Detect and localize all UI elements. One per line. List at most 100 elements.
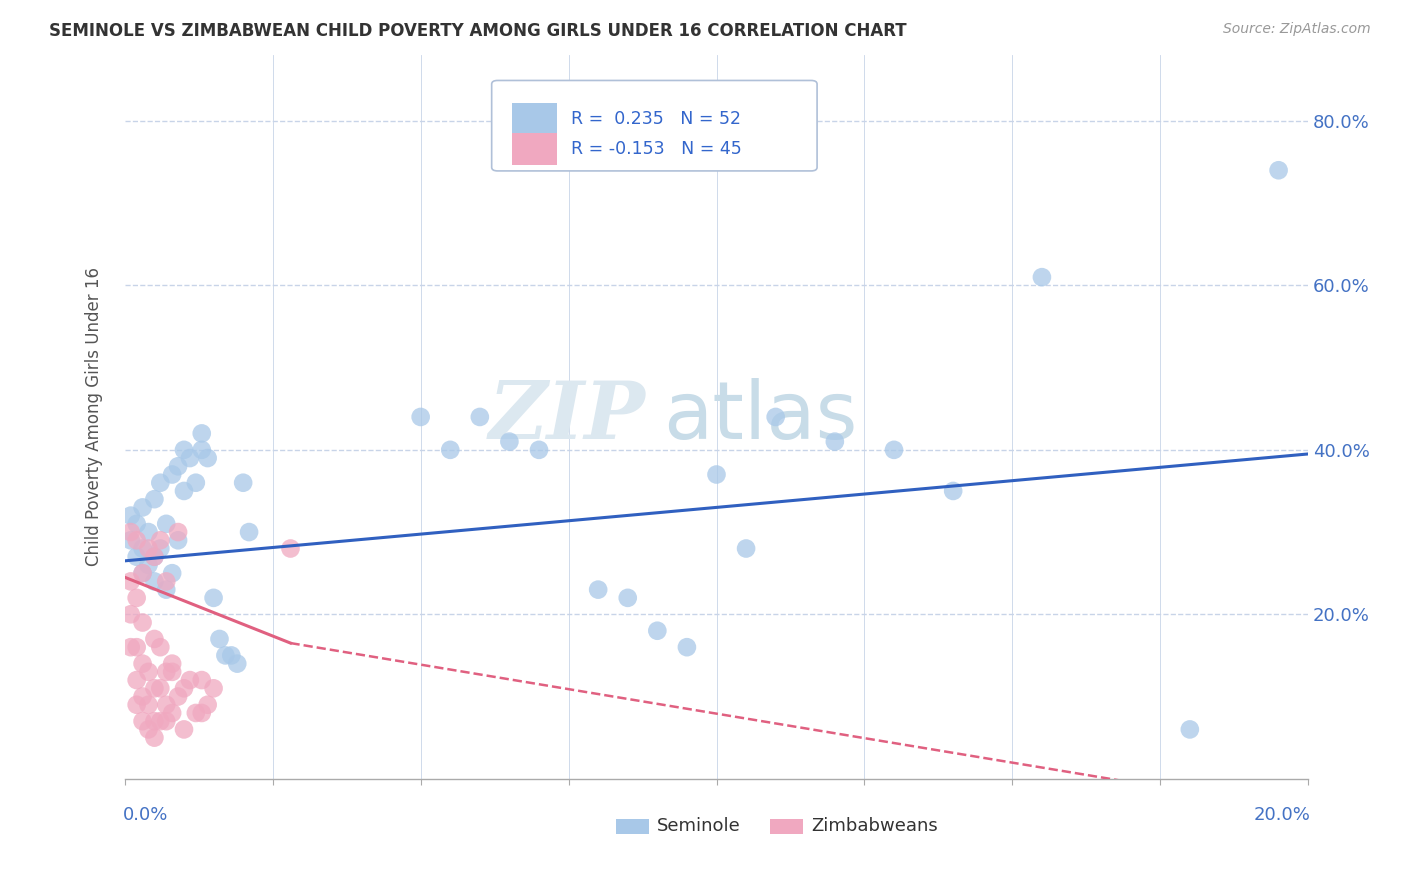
Y-axis label: Child Poverty Among Girls Under 16: Child Poverty Among Girls Under 16 [86,268,103,566]
Point [735,541,758,556]
Point [208,632,231,646]
Point [179,673,201,687]
Point [202,591,225,605]
Point [120,508,142,523]
Point [155,516,177,531]
Text: atlas: atlas [664,378,858,456]
Point [125,591,148,605]
Point [131,566,153,581]
Point [167,690,190,704]
Point [439,442,461,457]
Text: Zimbabweans: Zimbabweans [811,817,938,835]
Point [143,632,166,646]
Point [149,681,172,696]
Point [143,574,166,589]
Point [221,648,243,663]
Point [155,698,177,712]
Point [706,467,728,482]
Point [173,483,195,498]
Point [125,640,148,655]
Point [409,409,432,424]
Point [143,714,166,729]
Point [155,714,177,729]
Point [131,566,153,581]
Point [468,409,491,424]
Point [155,665,177,679]
Point [190,706,212,720]
Point [1267,163,1289,178]
Point [527,442,550,457]
Text: R = -0.153   N = 45: R = -0.153 N = 45 [571,140,742,158]
Point [120,574,142,589]
Point [138,665,160,679]
Point [125,533,148,548]
Point [131,714,153,729]
Point [765,409,787,424]
Point [1178,723,1201,737]
Point [184,706,207,720]
Point [616,591,638,605]
Point [197,451,219,466]
Point [160,665,183,679]
Bar [769,819,803,835]
Point [125,698,148,712]
Point [190,442,212,457]
Point [131,690,153,704]
Point [138,541,160,556]
Point [232,475,254,490]
Point [942,483,965,498]
Point [184,475,207,490]
Point [125,673,148,687]
Point [120,533,142,548]
Text: 0.0%: 0.0% [122,806,167,824]
Point [143,681,166,696]
Point [120,640,142,655]
Point [143,549,166,564]
Point [676,640,699,655]
Point [238,524,260,539]
Point [647,624,669,638]
Point [883,442,905,457]
Point [138,558,160,572]
Bar [512,103,557,135]
Text: R =  0.235   N = 52: R = 0.235 N = 52 [571,110,741,128]
Text: 20.0%: 20.0% [1254,806,1310,824]
Point [149,533,172,548]
Point [131,657,153,671]
Bar [616,819,650,835]
Point [167,533,190,548]
Point [197,698,219,712]
Point [149,475,172,490]
Point [125,516,148,531]
Point [167,524,190,539]
Point [1031,270,1053,285]
Point [131,541,153,556]
Point [120,607,142,622]
Point [155,574,177,589]
Point [143,549,166,564]
Point [143,731,166,745]
Point [120,524,142,539]
Point [173,442,195,457]
Text: ZIP: ZIP [489,378,645,456]
Point [160,706,183,720]
Point [167,459,190,474]
Bar [512,133,557,165]
Point [173,723,195,737]
Point [214,648,236,663]
Point [190,673,212,687]
Text: Seminole: Seminole [658,817,741,835]
Point [149,714,172,729]
Point [824,434,846,449]
Point [149,541,172,556]
Point [138,698,160,712]
Point [160,566,183,581]
Point [125,549,148,564]
Point [190,426,212,441]
Point [160,657,183,671]
Point [179,451,201,466]
Point [131,500,153,515]
Point [138,723,160,737]
Point [226,657,249,671]
Point [155,582,177,597]
